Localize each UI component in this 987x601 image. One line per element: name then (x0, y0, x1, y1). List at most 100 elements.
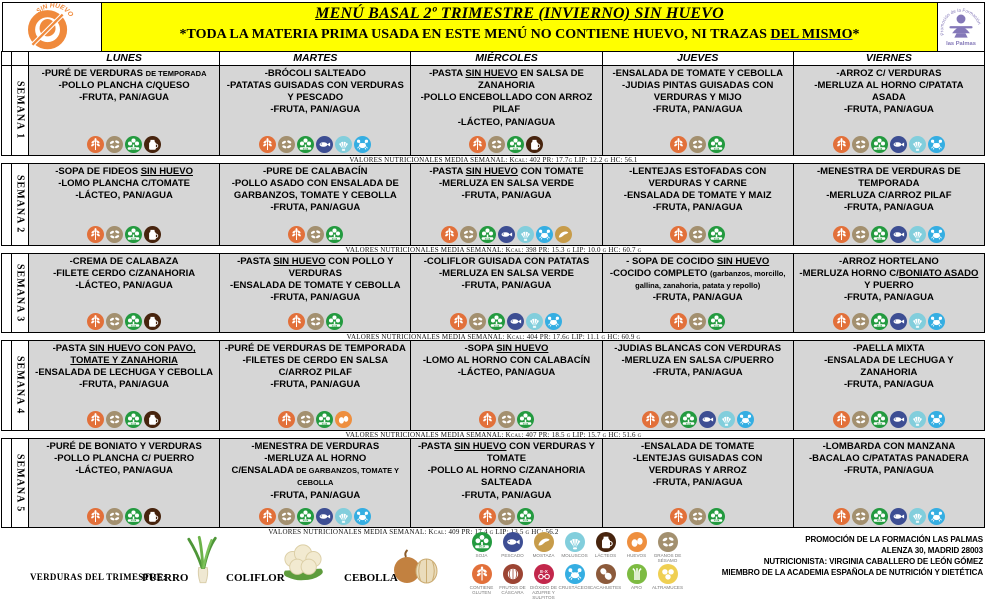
legend-label: LÁCTEOS (594, 553, 617, 558)
legend-label: APIO (631, 585, 642, 591)
menu-cell-text: - SOPA DE COCIDO SIN HUEVO -COCIDO COMPLE… (609, 256, 786, 304)
moluscos-allergen-icon (908, 226, 926, 243)
menu-cell-week3-lunes: -CREMA DE CALABAZA -FILETE CERDO C/ZANAHO… (28, 253, 221, 333)
day-header-lunes: LUNES (28, 51, 221, 66)
soja-allergen-icon: SOJA (488, 313, 506, 330)
soja-allergen-icon: SOJA (870, 313, 888, 330)
menu-cell-week2-martes: -PURE DE CALABACÍN -POLLO ASADO CON ENSAL… (219, 163, 412, 246)
legend-item-sesamo: GRANOS DE SÉSAMO (652, 532, 683, 563)
sesamo-allergen-icon (851, 411, 869, 428)
moluscos-allergen-icon (526, 313, 544, 330)
promoter-info: PROMOCIÓN DE LA FORMACIÓN LAS PALMAS ALE… (673, 534, 983, 578)
crustaceos-allergen-icon (354, 508, 372, 525)
legend-label: MOSTAZA (532, 553, 555, 558)
gluten-allergen-icon (87, 136, 105, 153)
gluten-allergen-icon (832, 136, 850, 153)
menu-cell-text: -PURÉ DE VERDURAS DE TEMPORADA -POLLO PLA… (41, 68, 207, 104)
lacteos-allergen-icon (144, 508, 162, 525)
week-label-2: SEMANA 2 (11, 163, 29, 246)
svg-text:SOJA: SOJA (523, 519, 529, 522)
soja-allergen-icon: SOJA (297, 136, 315, 153)
sesamo-allergen-icon (851, 313, 869, 330)
formacion-las-palmas-logo: Promoción de la Formación las Palmas (937, 2, 985, 52)
menu-cell-text: -PASTA SIN HUEVO CON PAVO, TOMATE Y ZANA… (35, 343, 214, 391)
soja-allergen-icon: SOJA (679, 411, 697, 428)
legend-item-apio: APIO (621, 564, 652, 600)
svg-text:SOJA: SOJA (131, 519, 137, 522)
gluten-allergen-icon (287, 313, 305, 330)
menu-cell-week4-jueves: -JUDIAS BLANCAS CON VERDURAS -MERLUZA EN … (601, 340, 794, 431)
gluten-allergen-icon (87, 226, 105, 243)
lacteos-allergen-icon (144, 136, 162, 153)
leek-image (186, 534, 220, 586)
crustaceos-allergen-icon (927, 313, 945, 330)
legend-item-huevos: HUEVOS (621, 532, 652, 563)
allergen-icon-row: SOJA (259, 507, 372, 525)
sesamo-allergen-icon (851, 508, 869, 525)
moluscos-allergen-icon (908, 136, 926, 153)
allergen-icon-row: SOJA (440, 225, 572, 243)
menu-cell-week2-jueves: -LENTEJAS ESTOFADAS CON VERDURAS Y CARNE… (601, 163, 794, 246)
sesamo-allergen-icon (488, 136, 506, 153)
legend-item-mostaza: MOSTAZA (528, 532, 559, 563)
gluten-allergen-icon (450, 313, 468, 330)
gluten-allergen-icon (670, 508, 688, 525)
gluten-allergen-icon (670, 313, 688, 330)
gluten-allergen-icon (87, 508, 105, 525)
soja-allergen-icon: SOJA (125, 411, 143, 428)
soja-allergen-icon: SOJA (125, 313, 143, 330)
soja-allergen-icon: SOJA (870, 136, 888, 153)
lacteos-allergen-icon (144, 411, 162, 428)
sesamo-allergen-icon (297, 411, 315, 428)
page-title: MENÚ BASAL 2º TRIMESTRE (INVIERNO) SIN H… (315, 5, 724, 22)
legend-label: CACAHUETES (589, 585, 622, 591)
svg-text:SOJA: SOJA (877, 237, 883, 240)
menu-cell-text: -COLIFLOR GUISADA CON PATATAS -MERLUZA EN… (423, 256, 590, 292)
menu-cell-text: -PURÉ DE VERDURAS DE TEMPORADA -FILETES D… (224, 343, 406, 391)
formacion-name-text: las Palmas (946, 41, 976, 47)
vegetable-name-cauliflower: COLIFLOR (226, 572, 285, 584)
lacteos-allergen-icon (595, 532, 616, 552)
moluscos-allergen-icon (908, 508, 926, 525)
svg-text:SOJA: SOJA (714, 147, 720, 150)
svg-text:SOJA: SOJA (303, 519, 309, 522)
sesamo-allergen-icon (689, 136, 707, 153)
allergen-legend: SOJA SOJA PESCADO MOSTAZA MOLUSCOS LÁCTEOS HUE… (466, 532, 688, 601)
legend-item-crustaceos: CRUSTÁCEOS (559, 564, 590, 600)
soja-allergen-icon: SOJA (516, 508, 534, 525)
soja-allergen-icon: SOJA (507, 136, 525, 153)
sesamo-allergen-icon (689, 313, 707, 330)
soja-allergen-icon: SOJA (125, 136, 143, 153)
crustaceos-allergen-icon (736, 411, 754, 428)
menu-cell-week2-lunes: -SOPA DE FIDEOS SIN HUEVO -LOMO PLANCHA C… (28, 163, 221, 246)
week-row: SEMANA 4 -PASTA SIN HUEVO CON PAVO, TOMAT… (1, 340, 985, 431)
allergen-icon-row: SOJA (87, 225, 162, 243)
sesamo-allergen-icon (306, 313, 324, 330)
moluscos-allergen-icon (516, 226, 534, 243)
pescado-allergen-icon (889, 226, 907, 243)
legend-label: FRUTOS DE CÁSCARA (499, 585, 526, 596)
svg-text:SOJA: SOJA (714, 324, 720, 327)
sesamo-allergen-icon (469, 313, 487, 330)
gluten-allergen-icon (87, 313, 105, 330)
legend-label: DIÓXIDO DE AZUFRE Y SULFITOS (529, 585, 558, 601)
menu-cell-text: -PURÉ DE BONIATO Y VERDURAS -POLLO PLANCH… (46, 441, 202, 477)
week-label-4: SEMANA 4 (11, 340, 29, 431)
mostaza-allergen-icon (533, 532, 554, 552)
legend-item-pescado: PESCADO (497, 532, 528, 563)
menu-cell-week1-martes: -BRÓCOLI SALTEADO -PATATAS GUISADAS CON V… (219, 65, 412, 156)
soja-allergen-icon: SOJA (870, 411, 888, 428)
crustaceos-allergen-icon (354, 136, 372, 153)
sesamo-allergen-icon (106, 411, 124, 428)
legend-label: GRANOS DE SÉSAMO (653, 553, 682, 564)
menu-cell-week4-miercoles: -SOPA SIN HUEVO -LOMO AL HORNO CON CALABA… (410, 340, 603, 431)
vegetable-name-onion: CEBOLLA (344, 572, 398, 584)
svg-text:SOJA: SOJA (131, 147, 137, 150)
gluten-allergen-icon (469, 136, 487, 153)
pescado-allergen-icon (507, 313, 525, 330)
allergen-icon-row: SOJA (832, 135, 945, 153)
svg-text:SOJA: SOJA (513, 147, 519, 150)
week-label-3: SEMANA 3 (11, 253, 29, 333)
gluten-allergen-icon (641, 411, 659, 428)
sesamo-allergen-icon (106, 226, 124, 243)
